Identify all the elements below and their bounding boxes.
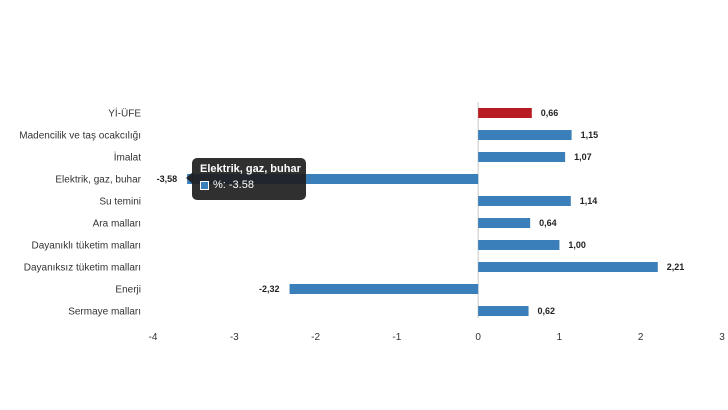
tooltip-row: %: -3.58 (200, 179, 298, 191)
category-label: Madencilik ve taş ocakcılığı (19, 131, 141, 142)
category-label: Ara malları (93, 219, 141, 230)
bar (478, 262, 658, 272)
x-tick-label: -3 (230, 332, 239, 343)
category-label: Elektrik, gaz, buhar (55, 175, 141, 186)
bar (478, 152, 566, 162)
x-tick-label: 0 (475, 332, 481, 343)
data-label: 0,62 (538, 306, 556, 316)
data-label: 1,15 (581, 130, 599, 140)
category-label: Dayanıksız tüketim malları (24, 263, 141, 274)
x-tick-label: -2 (311, 332, 320, 343)
x-tick-label: 3 (719, 332, 725, 343)
tooltip-swatch (200, 180, 209, 190)
data-label: -2,32 (259, 284, 280, 294)
tooltip-title: Elektrik, gaz, buhar (200, 163, 301, 175)
data-label: 1,00 (568, 240, 586, 250)
tooltip: Elektrik, gaz, buhar %: -3.58 (192, 158, 306, 200)
bar (478, 108, 532, 118)
category-label: Dayanıklı tüketim malları (32, 241, 141, 252)
data-label: 1,07 (574, 152, 592, 162)
x-tick-label: -4 (149, 332, 158, 343)
category-label: Sermaye malları (68, 307, 141, 318)
category-label: Yİ-ÜFE (108, 107, 141, 120)
category-label: İmalat (114, 151, 141, 164)
data-label: 0,66 (541, 108, 559, 118)
bar (187, 174, 479, 184)
tooltip-text: %: -3.58 (213, 179, 254, 191)
x-tick-label: 2 (638, 332, 644, 343)
bar (478, 130, 572, 140)
bar (478, 240, 560, 250)
data-label: -3,58 (157, 174, 178, 184)
data-label: 1,14 (580, 196, 598, 206)
category-label: Su temini (99, 197, 141, 208)
data-label: 0,64 (539, 218, 557, 228)
bar (478, 218, 531, 228)
data-label: 2,21 (667, 262, 685, 272)
tooltip-pointer (186, 172, 193, 184)
bar (478, 306, 529, 316)
bar (289, 284, 479, 294)
x-tick-label: -1 (392, 332, 401, 343)
x-tick-label: 1 (557, 332, 563, 343)
bar (478, 196, 571, 206)
category-label: Enerji (115, 285, 141, 296)
